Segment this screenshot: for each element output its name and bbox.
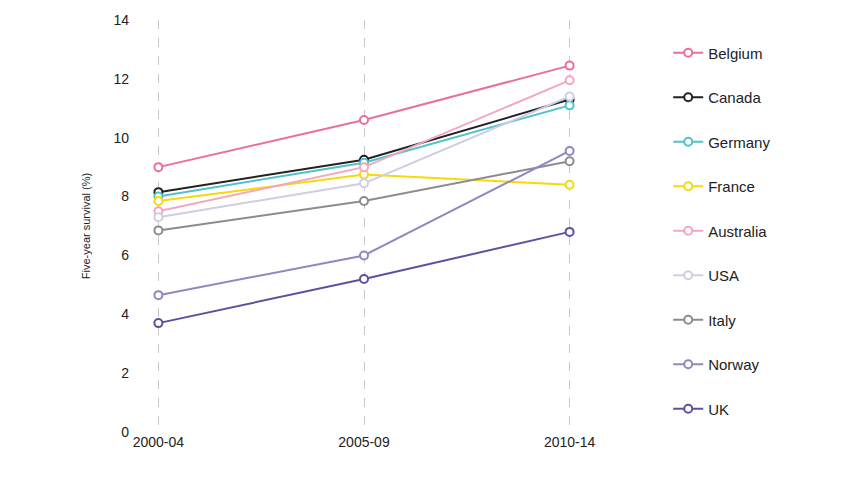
svg-text:Canada: Canada xyxy=(708,89,761,106)
svg-text:8: 8 xyxy=(121,188,129,204)
svg-text:Norway: Norway xyxy=(708,356,759,373)
svg-text:2005-09: 2005-09 xyxy=(338,434,390,450)
svg-text:Germany: Germany xyxy=(708,134,770,151)
svg-text:Five-year survival (%): Five-year survival (%) xyxy=(80,173,92,279)
svg-text:Australia: Australia xyxy=(708,223,767,240)
svg-text:12: 12 xyxy=(113,71,129,87)
svg-text:2: 2 xyxy=(121,365,129,381)
svg-text:Italy: Italy xyxy=(708,312,736,329)
svg-text:France: France xyxy=(708,178,755,195)
svg-text:UK: UK xyxy=(708,401,729,418)
svg-text:USA: USA xyxy=(708,267,739,284)
svg-text:0: 0 xyxy=(121,424,129,440)
svg-text:10: 10 xyxy=(113,130,129,146)
svg-text:2010-14: 2010-14 xyxy=(544,434,596,450)
svg-text:2000-04: 2000-04 xyxy=(133,434,185,450)
svg-text:6: 6 xyxy=(121,247,129,263)
svg-text:4: 4 xyxy=(121,306,129,322)
svg-text:Belgium: Belgium xyxy=(708,45,762,62)
svg-text:14: 14 xyxy=(113,12,129,28)
